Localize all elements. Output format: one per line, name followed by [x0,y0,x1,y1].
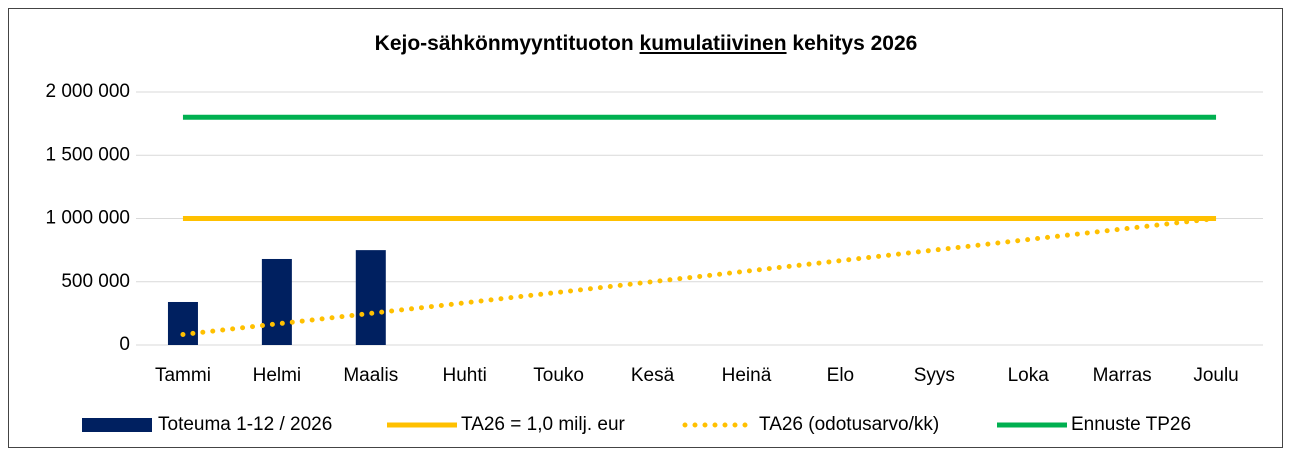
x-tick-label: Joulu [1193,365,1238,386]
x-tick-label: Helmi [253,365,302,386]
chart-title: Kejo-sähkönmyyntituoton kumulatiivinen k… [0,32,1292,56]
title-part: Kejo-sähkönmyyntituoton [374,32,634,55]
x-tick-label: Heinä [722,365,772,386]
x-tick-label: Huhti [443,365,487,386]
line [180,216,1219,337]
x-tick-label: Loka [1008,365,1050,386]
legend-swatch [82,418,152,432]
legend-label: Toteuma 1-12 / 2026 [158,414,332,435]
y-tick-label: 1 500 000 [45,144,130,165]
x-tick-label: Maalis [343,365,398,386]
chart-border [8,8,1283,448]
bar [261,258,292,345]
legend-label: TA26 = 1,0 milj. eur [461,414,626,435]
bar [355,250,386,345]
x-tick-label: Tammi [155,365,211,386]
y-tick-label: 1 000 000 [45,208,130,229]
y-tick-label: 2 000 000 [45,81,130,102]
x-tick-label: Elo [827,365,854,386]
x-tick-label: Kesä [631,365,675,386]
y-tick-label: 0 [119,334,130,355]
x-tick-label: Marras [1093,365,1152,386]
legend-label: TA26 (odotusarvo/kk) [759,414,939,435]
x-tick-label: Touko [533,365,584,386]
bar [167,301,198,345]
x-tick-label: Syys [914,365,955,386]
title-part: kumulatiivinen [639,32,787,55]
y-tick-label: 500 000 [61,271,130,292]
legend-label: Ennuste TP26 [1071,414,1191,435]
title-part: kehitys 2026 [792,32,918,55]
